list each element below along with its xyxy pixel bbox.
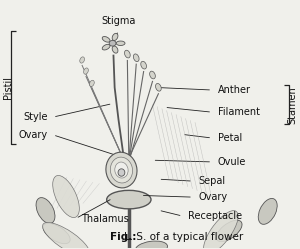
Ellipse shape [115,162,128,178]
Ellipse shape [258,198,277,224]
Text: Petal: Petal [218,133,242,143]
Text: Receptacle: Receptacle [188,211,242,221]
Ellipse shape [156,83,161,91]
Ellipse shape [109,40,116,46]
Ellipse shape [53,176,79,218]
Ellipse shape [106,152,137,188]
Ellipse shape [118,169,125,176]
Text: Fig.:: Fig.: [110,232,136,242]
Ellipse shape [112,33,118,41]
Ellipse shape [84,68,88,74]
Text: Ovary: Ovary [198,192,227,202]
Ellipse shape [116,41,125,46]
Ellipse shape [43,223,70,244]
Text: Anther: Anther [218,85,250,95]
Text: Ovary: Ovary [18,130,48,140]
Ellipse shape [134,54,139,62]
Text: Sepal: Sepal [198,176,225,186]
Ellipse shape [150,71,155,79]
Ellipse shape [107,190,151,209]
Ellipse shape [112,46,118,53]
Ellipse shape [110,157,133,183]
Ellipse shape [124,50,130,58]
Ellipse shape [141,61,146,69]
Ellipse shape [102,37,110,42]
Ellipse shape [43,222,90,249]
Ellipse shape [36,198,55,224]
Ellipse shape [216,220,242,242]
Text: Ovule: Ovule [218,157,246,167]
Ellipse shape [204,211,238,249]
Text: Pistil: Pistil [3,76,13,99]
Text: Style: Style [23,112,48,122]
Text: Stamen: Stamen [288,86,298,124]
Text: Stigma: Stigma [101,16,136,26]
Text: Thalamus: Thalamus [81,214,129,224]
Ellipse shape [89,80,94,86]
Text: L. S. of a typical flower: L. S. of a typical flower [124,232,244,242]
Text: Filament: Filament [218,107,260,117]
Ellipse shape [135,241,167,249]
Ellipse shape [102,44,110,50]
Ellipse shape [80,57,85,63]
